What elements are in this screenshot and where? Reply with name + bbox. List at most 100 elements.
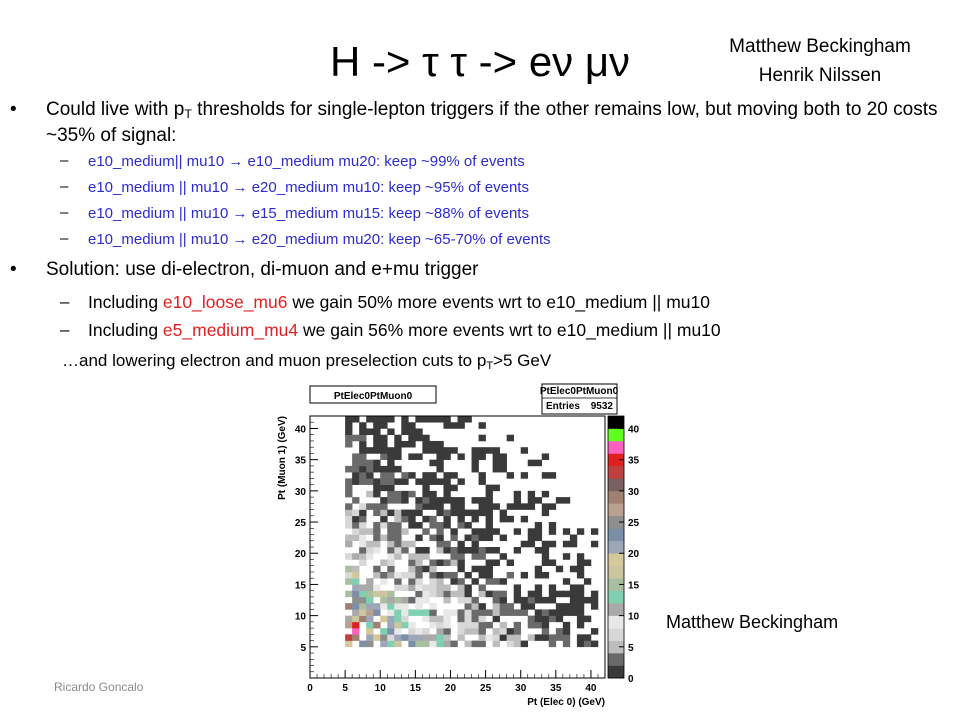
heatmap-cell: [352, 615, 360, 623]
heatmap-cell: [485, 447, 493, 454]
heatmap-cell: [429, 621, 437, 629]
y-tick-label: 10: [295, 612, 307, 623]
heatmap-cell: [499, 609, 507, 616]
heatmap-cell: [576, 559, 585, 567]
heatmap-cell: [436, 640, 444, 648]
heatmap-cell: [464, 609, 472, 616]
heatmap-cell: [387, 540, 395, 548]
heatmap-cell: [534, 609, 543, 616]
heatmap-cell: [373, 528, 381, 535]
heatmap-cell: [352, 609, 360, 616]
heatmap-cell: [478, 628, 486, 635]
dash: –: [60, 204, 69, 221]
palette-step: [608, 665, 624, 679]
heatmap-cell: [457, 509, 465, 517]
heatmap-cell: [387, 484, 395, 492]
heatmap-cell: [527, 497, 536, 504]
heatmap-cell: [387, 628, 395, 635]
heatmap-cell: [541, 621, 550, 629]
heatmap-cell: [408, 515, 416, 523]
heatmap-cell: [450, 547, 458, 554]
heatmap-cell: [548, 559, 557, 567]
heatmap-cell: [478, 571, 486, 579]
heatmap-cell: [352, 565, 360, 573]
heatmap-cell: [485, 609, 493, 616]
heatmap-cell: [457, 609, 465, 616]
x-tick-label: 30: [515, 683, 527, 694]
heatmap-cell: [464, 416, 472, 423]
heatmap-cell: [534, 522, 543, 529]
heatmap-cell: [429, 534, 437, 542]
heatmap-cell: [408, 490, 416, 498]
heatmap-cell: [443, 571, 451, 579]
heatmap-cell: [485, 578, 493, 585]
heatmap-cell: [352, 522, 360, 529]
heatmap-cell: [394, 628, 402, 635]
heatmap-cell: [457, 540, 465, 548]
heatmap-cell: [450, 640, 458, 648]
heatmap-cell: [394, 571, 402, 579]
heatmap-cell: [408, 571, 416, 579]
heatmap-cell: [492, 453, 500, 460]
heatmap-cell: [576, 571, 585, 579]
heatmap-cell: [569, 584, 578, 591]
heatmap-cell: [401, 440, 409, 448]
heatmap-cell: [576, 590, 585, 598]
heatmap-cell: [359, 503, 367, 510]
heatmap-cell: [359, 540, 367, 548]
heatmap-cell: [394, 528, 402, 535]
heatmap-cell: [352, 459, 360, 467]
heatmap-cell: [394, 522, 402, 529]
heatmap-cell: [380, 422, 388, 429]
heatmap-cell: [366, 503, 374, 510]
heatmap-cell: [387, 428, 395, 436]
heatmap-cell: [450, 559, 458, 567]
bullet-dot: •: [10, 259, 17, 280]
heatmap-cell: [471, 603, 479, 610]
dash: –: [60, 230, 69, 247]
heatmap-cell: [394, 609, 402, 616]
heatmap-cell: [408, 472, 416, 479]
heatmap-cell: [478, 621, 486, 629]
heatmap-cell: [464, 547, 472, 554]
author-2: Henrik Nilssen: [758, 65, 882, 86]
heatmap-cell: [555, 634, 564, 641]
heatmap-cell: [492, 609, 500, 616]
heatmap-cell: [464, 640, 472, 648]
heatmap-cell: [541, 634, 550, 641]
heatmap-cell: [569, 540, 578, 548]
palette-step: [608, 416, 624, 429]
heatmap-cell: [436, 503, 444, 510]
heatmap-cell: [471, 628, 479, 635]
heatmap-cell: [359, 615, 367, 623]
heatmap-cell: [359, 472, 367, 479]
heatmap-cell: [443, 490, 451, 498]
plot-title: PtElec0PtMuon0: [334, 391, 413, 402]
heatmap-cell: [485, 621, 493, 629]
heatmap-cell: [506, 628, 514, 635]
heatmap-cell: [387, 472, 395, 479]
heatmap-cell: [352, 416, 360, 423]
bullet-1-text: Could live with pT thresholds for single…: [46, 99, 938, 146]
heatmap-cell: [590, 603, 599, 610]
heatmap-cell: [345, 603, 353, 610]
heatmap-cell: [366, 621, 374, 629]
heatmap-cell: [436, 534, 444, 542]
heatmap-cell: [450, 484, 458, 492]
heatmap-cell: [359, 534, 367, 542]
heatmap-cell: [394, 490, 402, 498]
heatmap-cell: [464, 571, 472, 579]
heatmap-cell: [527, 540, 536, 548]
heatmap-cell: [457, 590, 465, 598]
heatmap-cell: [471, 509, 479, 517]
heatmap-cell: [394, 578, 402, 585]
heatmap-cell: [436, 465, 444, 473]
heatmap-cell: [464, 621, 472, 629]
heatmap-cell: [492, 528, 500, 535]
heatmap-cell: [387, 490, 395, 498]
heatmap-cell: [485, 547, 493, 554]
heatmap-cell: [443, 515, 451, 523]
heatmap-cell: [478, 640, 486, 648]
heatmap-cell: [394, 440, 402, 448]
heatmap-cell: [380, 559, 388, 567]
